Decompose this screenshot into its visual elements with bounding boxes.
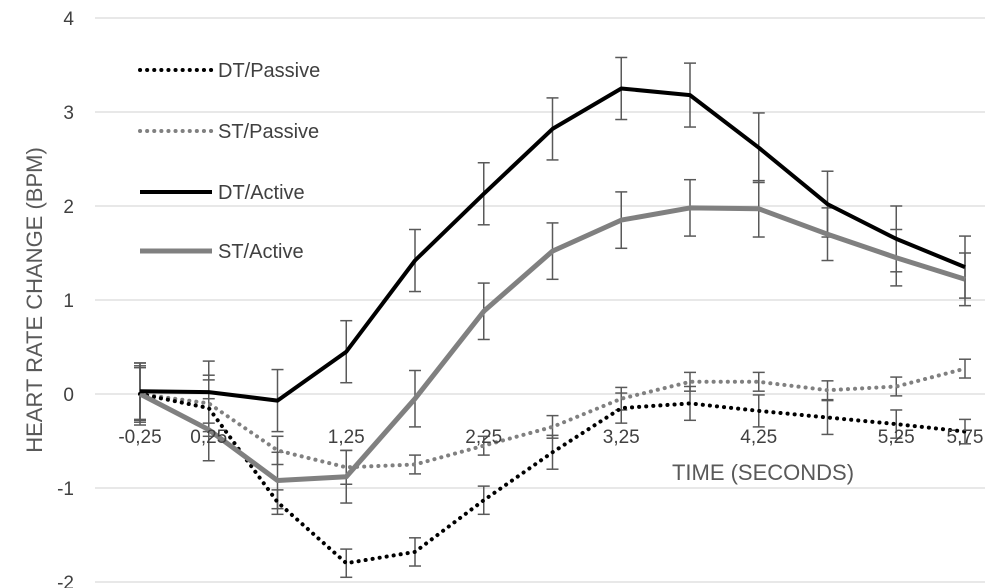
y-tick-label: 0 [63,385,74,406]
series-line-dt-active [139,86,966,403]
series-line-st-passive [138,366,967,470]
x-tick-label: 5,75 [947,427,984,448]
series-line-st-active [138,205,966,483]
y-tick-labels: -2 -1 0 1 2 3 4 [57,9,74,588]
legend-label: DT/Active [218,182,305,204]
x-tick-label: 0,25 [190,427,227,448]
legend-item: ST/Active [140,241,304,263]
legend-label: ST/Active [218,241,304,263]
y-tick-label: -1 [57,479,74,500]
x-tick-label: -0,25 [118,427,161,448]
gridlines [95,17,985,583]
y-tick-label: 1 [63,291,74,312]
x-tick-label: 1,25 [328,427,365,448]
x-tick-label: 4,25 [740,427,777,448]
error-bar [752,371,765,392]
y-tick-label: 3 [63,103,74,124]
error-bar [959,358,971,379]
error-bar [684,371,696,392]
legend-item: DT/Passive [138,60,320,82]
x-axis-title: TIME (SECONDS) [672,460,854,485]
y-tick-label: 2 [63,197,74,218]
series-lines [138,86,967,566]
legend-item: ST/Passive [138,121,319,143]
y-tick-label: 4 [63,9,74,30]
error-bar [890,409,903,439]
legend: DT/Passive ST/Passive DT/Active ST/Active [138,60,320,263]
legend-item: DT/Active [140,182,305,204]
y-tick-label: -2 [57,573,74,588]
legend-label: ST/Passive [218,121,319,143]
x-tick-labels: -0,25 0,25 1,25 2,25 3,25 4,25 5,25 5,75 [118,427,983,448]
x-tick-label: 2,25 [465,427,502,448]
y-axis-title: HEART RATE CHANGE (BPM) [22,147,47,453]
series-line-dt-passive [138,392,967,566]
error-bar [959,252,971,307]
x-tick-label: 3,25 [603,427,640,448]
error-bar [821,399,834,436]
x-tick-label: 5,25 [878,427,915,448]
legend-label: DT/Passive [218,60,320,82]
